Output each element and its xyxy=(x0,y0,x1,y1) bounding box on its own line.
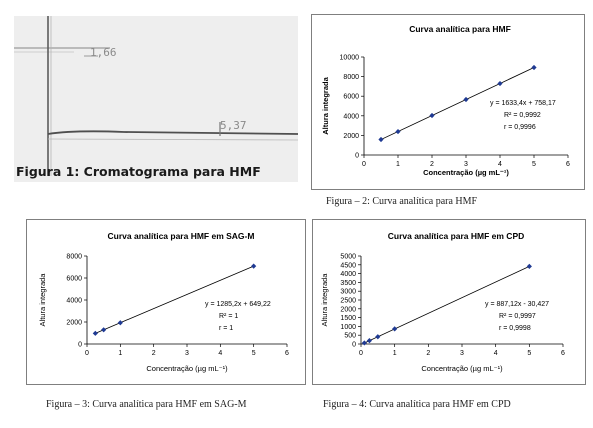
x-tick-label: 3 xyxy=(460,350,464,357)
r-label: r = 0,9998 xyxy=(499,325,531,332)
x-tick-label: 2 xyxy=(426,350,430,357)
x-tick-label: 5 xyxy=(252,350,256,357)
data-point xyxy=(395,128,401,135)
y-tick-label: 2000 xyxy=(343,133,359,140)
x-axis-label: Concentração (µg mL⁻¹) xyxy=(423,168,509,177)
x-tick-label: 5 xyxy=(527,350,531,357)
chart-cpd-svg: Curva analítica para HMF em CPD 0 500 1000 1… xyxy=(320,231,565,373)
data-point xyxy=(361,340,367,346)
y-axis-label: Altura integrada xyxy=(321,76,330,134)
y-tick-label: 2500 xyxy=(340,298,356,305)
y-tick-label: 0 xyxy=(355,153,359,160)
r-squared-label: R² = 0,9997 xyxy=(499,313,536,320)
x-tick-label: 3 xyxy=(464,161,468,168)
data-point xyxy=(101,327,107,333)
chart-sagm-svg: Curva analítica para HMF em SAG-M0200040… xyxy=(38,231,289,373)
data-point xyxy=(251,263,257,269)
chart-title: Curva analítica para HMF xyxy=(409,24,511,34)
y-tick-label: 4000 xyxy=(343,113,359,120)
x-tick-label: 2 xyxy=(152,350,156,357)
chart-title: Curva analítica para HMF em SAG-M xyxy=(108,231,255,241)
x-axis-label: Concentração (µg mL⁻¹) xyxy=(421,364,503,373)
y-tick-label: 8000 xyxy=(343,74,359,81)
peak-label-2: 5,37 xyxy=(220,119,247,132)
chart-sagm: Curva analítica para HMF em SAG-M 0 2000 40… xyxy=(26,219,306,385)
caption-figure-2: Figura – 2: Curva analítica para HMF xyxy=(326,196,478,207)
x-tick-label: 6 xyxy=(561,350,565,357)
data-point xyxy=(366,338,373,344)
r-label: r = 1 xyxy=(219,325,233,332)
x-tick-label: 5 xyxy=(532,161,536,168)
x-tick-label: 2 xyxy=(430,161,434,168)
y-tick-label: 0 xyxy=(78,342,82,349)
y-tick-label: 4000 xyxy=(66,298,82,305)
x-tick-label: 6 xyxy=(566,161,570,168)
chart-cpd: Curva analítica para HMF em CPD 0 500 1000 1… xyxy=(312,219,586,385)
y-tick-label: 5000 xyxy=(340,254,356,261)
x-tick-label: 1 xyxy=(118,350,122,357)
regression-equation: y = 1285,2x + 649,22 xyxy=(205,301,271,308)
regression-equation: y = 1633,4x + 758,17 xyxy=(490,100,556,107)
peak-label-1: 1,66 xyxy=(90,46,117,59)
chart-hmf: Curva analítica para HMF 0 2000 4000 6000 800… xyxy=(311,14,585,190)
y-tick-label: 0 xyxy=(352,342,356,349)
x-tick-label: 4 xyxy=(498,161,502,168)
x-tick-label: 6 xyxy=(285,350,289,357)
chart-title: Curva analítica para HMF em CPD xyxy=(388,231,525,241)
data-point xyxy=(378,136,384,143)
y-tick-label: 500 xyxy=(344,333,356,340)
y-tick-label: 2000 xyxy=(340,306,356,313)
chromatogram-figure: 1,66 5,37 Figura 1: Cromatograma para HM… xyxy=(14,16,298,182)
data-point xyxy=(526,263,532,269)
y-tick-label: 6000 xyxy=(66,276,82,283)
data-point xyxy=(429,112,435,119)
y-tick-label: 2000 xyxy=(66,320,82,327)
x-tick-label: 0 xyxy=(362,161,366,168)
caption-figure-4: Figura – 4: Curva analítica para HMF em … xyxy=(323,399,511,410)
data-point xyxy=(375,334,381,340)
regression-equation: y = 887,12x - 30,427 xyxy=(485,301,549,308)
r-squared-label: R² = 1 xyxy=(219,313,238,320)
y-axis-label: Altura integrada xyxy=(320,273,329,327)
data-point xyxy=(531,64,537,71)
data-point xyxy=(92,330,98,336)
y-tick-label: 4000 xyxy=(340,271,356,278)
x-tick-label: 0 xyxy=(359,350,363,357)
caption-figure-3: Figura – 3: Curva analítica para HMF em … xyxy=(46,399,247,410)
x-tick-label: 3 xyxy=(185,350,189,357)
y-tick-label: 4500 xyxy=(340,262,356,269)
y-tick-label: 1000 xyxy=(340,324,356,331)
x-tick-label: 4 xyxy=(218,350,222,357)
trendline xyxy=(364,266,530,344)
x-tick-label: 1 xyxy=(396,161,400,168)
data-point xyxy=(117,320,123,326)
r-label: r = 0,9996 xyxy=(504,124,536,131)
y-axis-label: Altura integrada xyxy=(38,273,47,327)
data-point xyxy=(463,96,469,103)
data-point xyxy=(392,326,398,332)
y-tick-label: 6000 xyxy=(343,94,359,101)
data-point xyxy=(497,80,503,87)
chromatogram-caption: Figura 1: Cromatograma para HMF xyxy=(16,164,261,179)
trendline xyxy=(380,67,535,140)
y-tick-label: 8000 xyxy=(66,254,82,261)
x-tick-label: 1 xyxy=(393,350,397,357)
y-tick-label: 3000 xyxy=(340,289,356,296)
x-axis-label: Concentração (µg mL⁻¹) xyxy=(146,364,228,373)
chart-hmf-svg: Curva analítica para HMF 0 2000 4000 6000 800… xyxy=(321,24,570,177)
y-tick-label: 3500 xyxy=(340,280,356,287)
y-tick-label: 10000 xyxy=(340,55,360,62)
r-squared-label: R² = 0,9992 xyxy=(504,112,541,119)
x-tick-label: 4 xyxy=(494,350,498,357)
x-tick-label: 0 xyxy=(85,350,89,357)
y-tick-label: 1500 xyxy=(340,315,356,322)
chromatogram-trace xyxy=(14,16,298,176)
